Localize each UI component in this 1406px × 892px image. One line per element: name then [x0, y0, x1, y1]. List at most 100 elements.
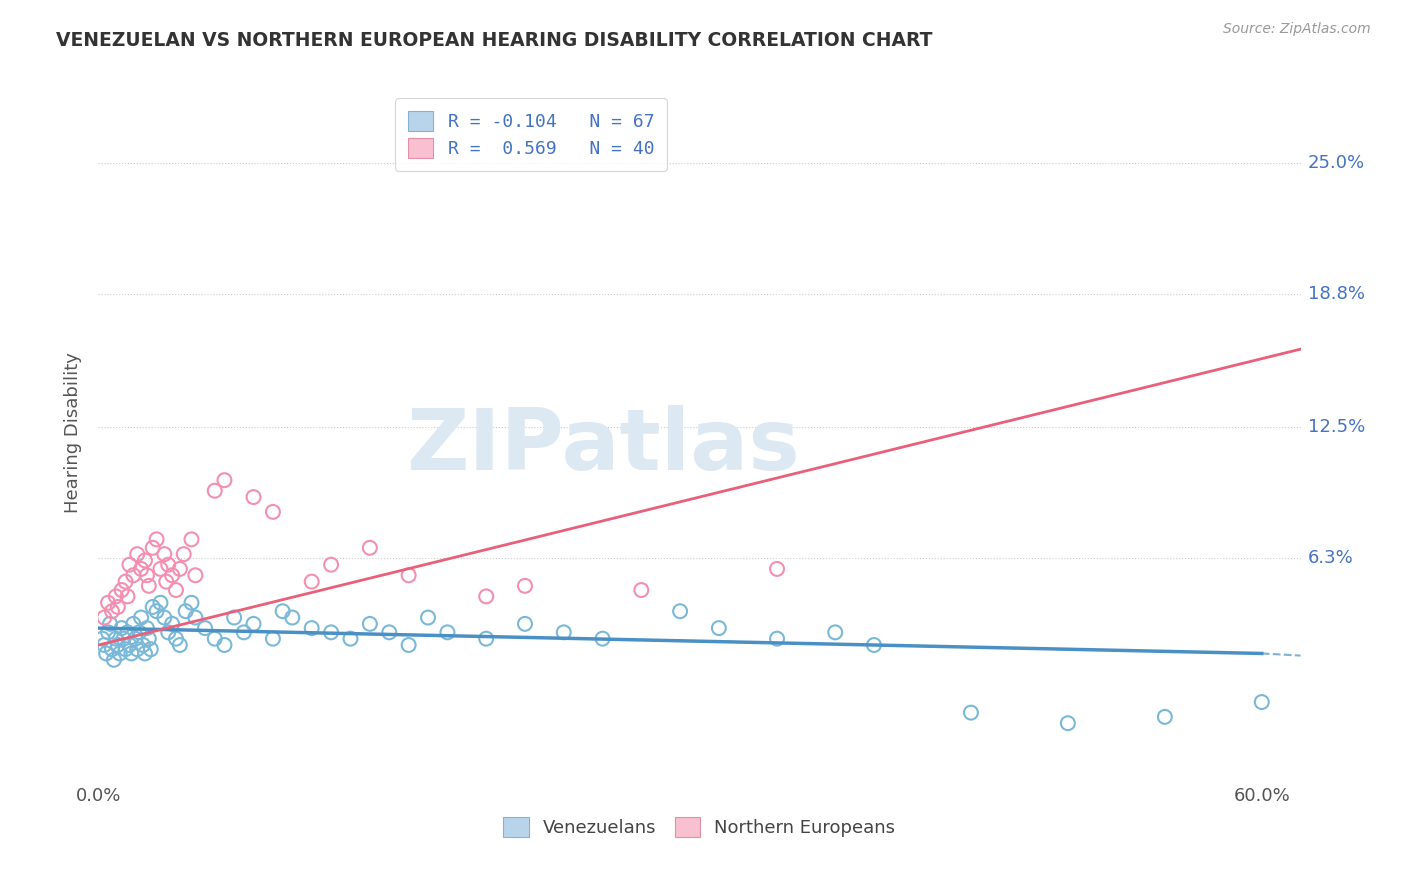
Point	[281, 610, 304, 624]
Point	[204, 632, 226, 646]
Point	[165, 632, 187, 646]
Point	[262, 632, 284, 646]
Point	[271, 604, 294, 618]
Point	[214, 473, 236, 487]
Point	[129, 562, 152, 576]
Point	[114, 642, 136, 657]
Y-axis label: Hearing Disability: Hearing Disability	[65, 352, 83, 513]
Point	[1153, 710, 1175, 724]
Point	[117, 590, 139, 604]
Point	[138, 632, 160, 646]
Point	[242, 616, 264, 631]
Point	[204, 483, 226, 498]
Point	[513, 579, 536, 593]
Point	[93, 610, 115, 624]
Point	[145, 533, 167, 547]
Text: 12.5%: 12.5%	[1308, 418, 1365, 436]
Point	[142, 541, 165, 555]
Point	[122, 568, 145, 582]
Text: 25.0%: 25.0%	[1308, 154, 1365, 172]
Text: ZIPatlas: ZIPatlas	[406, 405, 800, 488]
Point	[101, 604, 124, 618]
Point	[111, 583, 134, 598]
Point	[107, 638, 129, 652]
Point	[1057, 716, 1080, 731]
Point	[766, 632, 789, 646]
Point	[180, 533, 202, 547]
Point	[824, 625, 846, 640]
Point	[301, 574, 323, 589]
Point	[262, 505, 284, 519]
Point	[128, 625, 150, 640]
Point	[242, 490, 264, 504]
Point	[124, 632, 146, 646]
Point	[93, 638, 115, 652]
Point	[132, 638, 155, 652]
Point	[214, 638, 236, 652]
Point	[863, 638, 886, 652]
Point	[114, 574, 136, 589]
Point	[766, 562, 789, 576]
Point	[108, 647, 131, 661]
Point	[107, 599, 129, 614]
Point	[378, 625, 401, 640]
Point	[138, 579, 160, 593]
Point	[97, 625, 120, 640]
Point	[122, 616, 145, 631]
Point	[139, 642, 162, 657]
Point	[224, 610, 246, 624]
Point	[194, 621, 217, 635]
Point	[157, 558, 180, 572]
Point	[339, 632, 361, 646]
Point	[111, 621, 134, 635]
Point	[160, 616, 183, 631]
Point	[142, 599, 165, 614]
Point	[135, 568, 157, 582]
Point	[960, 706, 983, 720]
Point	[104, 590, 127, 604]
Point	[173, 547, 195, 561]
Point	[127, 547, 149, 561]
Point	[553, 625, 575, 640]
Point	[101, 642, 124, 657]
Point	[129, 610, 152, 624]
Text: 6.3%: 6.3%	[1308, 549, 1354, 567]
Point	[103, 653, 125, 667]
Point	[160, 568, 183, 582]
Point	[359, 541, 381, 555]
Point	[707, 621, 730, 635]
Text: VENEZUELAN VS NORTHERN EUROPEAN HEARING DISABILITY CORRELATION CHART: VENEZUELAN VS NORTHERN EUROPEAN HEARING …	[56, 31, 932, 50]
Text: Source: ZipAtlas.com: Source: ZipAtlas.com	[1223, 22, 1371, 37]
Point	[398, 638, 420, 652]
Point	[112, 632, 135, 646]
Point	[359, 616, 381, 631]
Point	[157, 625, 180, 640]
Point	[135, 621, 157, 635]
Point	[96, 647, 118, 661]
Point	[165, 583, 187, 598]
Point	[98, 616, 121, 631]
Point	[301, 621, 323, 635]
Point	[149, 596, 172, 610]
Point	[398, 568, 420, 582]
Point	[416, 610, 439, 624]
Point	[319, 558, 342, 572]
Point	[169, 638, 191, 652]
Point	[91, 632, 114, 646]
Text: 18.8%: 18.8%	[1308, 285, 1365, 303]
Point	[104, 632, 127, 646]
Point	[174, 604, 197, 618]
Point	[118, 558, 141, 572]
Legend: Venezuelans, Northern Europeans: Venezuelans, Northern Europeans	[495, 808, 904, 846]
Point	[232, 625, 254, 640]
Point	[319, 625, 342, 640]
Point	[155, 574, 177, 589]
Point	[184, 568, 207, 582]
Point	[134, 553, 156, 567]
Point	[436, 625, 458, 640]
Point	[145, 604, 167, 618]
Point	[475, 590, 498, 604]
Point	[134, 647, 156, 661]
Point	[153, 610, 176, 624]
Point	[97, 596, 120, 610]
